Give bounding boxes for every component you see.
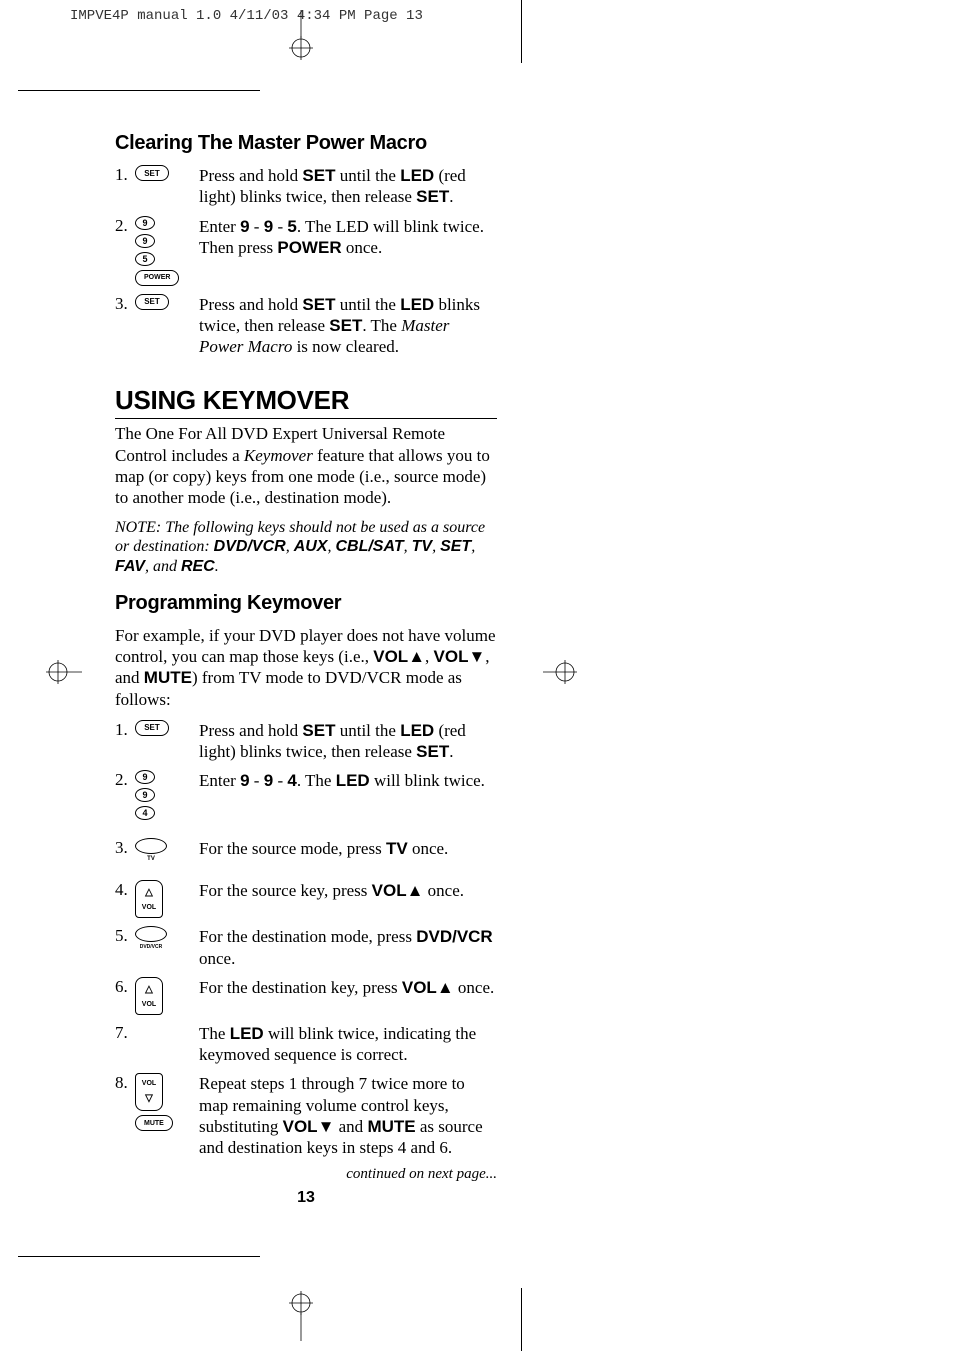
crop-mark-left xyxy=(36,660,82,684)
step-text: For the destination mode, press DVD/VCR … xyxy=(199,926,497,969)
step-icons: △ VOL xyxy=(135,977,199,1015)
step-icons: 9 9 4 xyxy=(135,770,199,830)
step-text: For the source mode, press TV once. xyxy=(199,838,497,872)
page-number: 13 xyxy=(115,1189,497,1207)
step-number: 7. xyxy=(115,1023,135,1066)
crop-mark-top xyxy=(289,10,313,70)
step-text: Press and hold SET until the LED (red li… xyxy=(199,165,497,208)
intro-paragraph: The One For All DVD Expert Universal Rem… xyxy=(115,423,497,508)
step-number: 6. xyxy=(115,977,135,1015)
step-text: For the destination key, press VOL▲ once… xyxy=(199,977,497,1015)
nine-button-icon: 9 xyxy=(135,788,155,802)
step-text: Repeat steps 1 through 7 twice more to m… xyxy=(199,1073,497,1158)
step-icons: VOL ▽ MUTE xyxy=(135,1073,199,1158)
step-text: Enter 9 - 9 - 5. The LED will blink twic… xyxy=(199,216,497,286)
section-title-clearing: Clearing The Master Power Macro xyxy=(115,132,497,155)
page-content: Clearing The Master Power Macro 1. SET P… xyxy=(115,132,497,1207)
step-row: 2. 9 9 4 Enter 9 - 9 - 4. The LED will b… xyxy=(115,770,497,830)
crop-mark-right xyxy=(543,660,589,684)
power-button-icon: POWER xyxy=(135,270,179,286)
trim-line-vbottom xyxy=(521,1288,522,1351)
mute-button-icon: MUTE xyxy=(135,1115,173,1131)
nine-button-icon: 9 xyxy=(135,216,155,230)
step-text: Press and hold SET until the LED (red li… xyxy=(199,720,497,763)
step-text: Enter 9 - 9 - 4. The LED will blink twic… xyxy=(199,770,497,830)
step-row: 3. TV For the source mode, press TV once… xyxy=(115,838,497,872)
step-icons: SET xyxy=(135,165,199,208)
major-title-keymover: USING KEYMOVER xyxy=(115,385,497,419)
step-number: 4. xyxy=(115,880,135,918)
dvdvcr-button-icon: DVD/VCR xyxy=(135,926,167,942)
step-number: 2. xyxy=(115,770,135,830)
vol-up-button-icon: △ VOL xyxy=(135,880,163,918)
set-button-icon: SET xyxy=(135,165,169,181)
nine-button-icon: 9 xyxy=(135,234,155,248)
step-icons: TV xyxy=(135,838,199,872)
example-paragraph: For example, if your DVD player does not… xyxy=(115,625,497,710)
set-button-icon: SET xyxy=(135,294,169,310)
step-row: 2. 9 9 5 POWER Enter 9 - 9 - 5. The LED … xyxy=(115,216,497,286)
four-button-icon: 4 xyxy=(135,806,155,820)
trim-line-top xyxy=(18,90,260,91)
vol-down-button-icon: VOL ▽ xyxy=(135,1073,163,1111)
crop-mark-bottom xyxy=(289,1281,313,1341)
step-row: 3. SET Press and hold SET until the LED … xyxy=(115,294,497,358)
step-row: 7. The LED will blink twice, indicating … xyxy=(115,1023,497,1066)
continued-text: continued on next page... xyxy=(115,1166,497,1183)
step-number: 1. xyxy=(115,165,135,208)
step-icons: DVD/VCR xyxy=(135,926,199,969)
step-icons: △ VOL xyxy=(135,880,199,918)
step-number: 3. xyxy=(115,294,135,358)
print-header: IMPVE4P manual 1.0 4/11/03 4:34 PM Page … xyxy=(70,8,423,24)
step-icons: SET xyxy=(135,294,199,358)
step-number: 2. xyxy=(115,216,135,286)
step-row: 1. SET Press and hold SET until the LED … xyxy=(115,165,497,208)
step-row: 4. △ VOL For the source key, press VOL▲ … xyxy=(115,880,497,918)
step-row: 1. SET Press and hold SET until the LED … xyxy=(115,720,497,763)
section-title-programming: Programming Keymover xyxy=(115,592,497,615)
step-text: Press and hold SET until the LED blinks … xyxy=(199,294,497,358)
step-icons: SET xyxy=(135,720,199,763)
five-button-icon: 5 xyxy=(135,252,155,266)
trim-line-bottom xyxy=(18,1256,260,1257)
step-row: 6. △ VOL For the destination key, press … xyxy=(115,977,497,1015)
step-number: 8. xyxy=(115,1073,135,1158)
set-button-icon: SET xyxy=(135,720,169,736)
step-number: 5. xyxy=(115,926,135,969)
vol-up-button-icon: △ VOL xyxy=(135,977,163,1015)
note-paragraph: NOTE: The following keys should not be u… xyxy=(115,518,497,576)
step-icons: 9 9 5 POWER xyxy=(135,216,199,286)
step-text: For the source key, press VOL▲ once. xyxy=(199,880,497,918)
step-row: 5. DVD/VCR For the destination mode, pre… xyxy=(115,926,497,969)
step-number: 1. xyxy=(115,720,135,763)
step-number: 3. xyxy=(115,838,135,872)
nine-button-icon: 9 xyxy=(135,770,155,784)
step-row: 8. VOL ▽ MUTE Repeat steps 1 through 7 t… xyxy=(115,1073,497,1158)
trim-line-vtop xyxy=(521,0,522,63)
step-text: The LED will blink twice, indicating the… xyxy=(199,1023,497,1066)
step-icons xyxy=(135,1023,199,1066)
tv-button-icon: TV xyxy=(135,838,167,854)
